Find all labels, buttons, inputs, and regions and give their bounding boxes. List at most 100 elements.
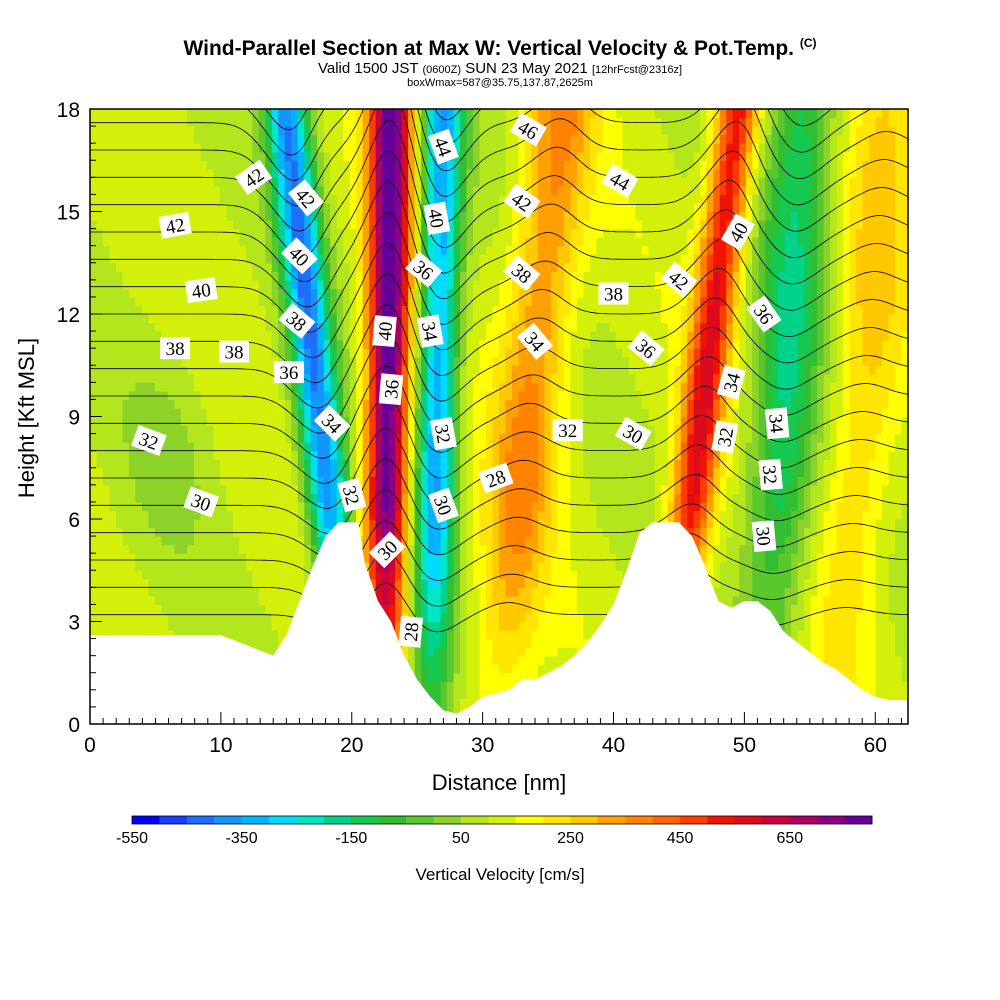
velocity-cell: [414, 185, 422, 196]
velocity-cell: [421, 578, 429, 588]
velocity-cell: [265, 484, 273, 494]
velocity-cell: [382, 425, 390, 435]
velocity-cell: [141, 185, 150, 196]
velocity-cell: [531, 544, 539, 554]
velocity-cell: [369, 245, 377, 255]
velocity-cell: [90, 484, 98, 494]
velocity-cell: [524, 228, 533, 238]
velocity-cell: [128, 126, 137, 136]
velocity-cell: [174, 570, 182, 580]
velocity-cell: [291, 228, 299, 238]
velocity-cell: [356, 288, 364, 298]
velocity-cell: [453, 519, 461, 529]
velocity-cell: [135, 177, 143, 187]
velocity-cell: [440, 271, 448, 281]
velocity-cell: [239, 621, 247, 631]
velocity-cell: [258, 493, 266, 503]
velocity-cell: [486, 331, 494, 341]
velocity-cell: [421, 510, 429, 520]
velocity-cell: [349, 348, 357, 358]
velocity-cell: [239, 484, 247, 494]
velocity-cell: [460, 194, 468, 204]
velocity-cell: [460, 689, 468, 699]
velocity-cell: [486, 407, 494, 418]
velocity-cell: [219, 134, 227, 144]
velocity-cell: [356, 510, 364, 520]
velocity-cell: [141, 365, 150, 375]
velocity-cell: [440, 450, 448, 460]
velocity-cell: [388, 288, 396, 298]
velocity-cell: [310, 143, 318, 153]
velocity-cell: [382, 416, 390, 426]
velocity-cell: [466, 365, 474, 375]
velocity-cell: [154, 373, 163, 383]
velocity-cell: [252, 305, 260, 315]
velocity-cell: [421, 220, 429, 230]
velocity-cell: [187, 604, 195, 614]
velocity-cell: [232, 459, 240, 469]
velocity-cell: [167, 536, 175, 546]
velocity-cell: [115, 220, 124, 230]
velocity-cell: [362, 390, 370, 401]
velocity-cell: [141, 143, 150, 153]
velocity-cell: [265, 442, 273, 452]
velocity-cell: [466, 647, 474, 657]
velocity-cell: [148, 109, 156, 119]
velocity-cell: [115, 527, 124, 537]
velocity-cell: [362, 296, 370, 307]
velocity-cell: [206, 160, 214, 170]
velocity-cell: [421, 664, 429, 674]
velocity-cell: [447, 356, 455, 366]
velocity-cell: [440, 288, 448, 298]
velocity-cell: [128, 288, 137, 298]
velocity-cell: [499, 612, 507, 623]
velocity-cell: [102, 399, 111, 409]
velocity-cell: [427, 356, 435, 366]
velocity-cell: [505, 638, 513, 648]
velocity-cell: [414, 587, 422, 597]
velocity-cell: [265, 493, 273, 503]
velocity-cell: [499, 578, 507, 588]
velocity-cell: [135, 220, 143, 230]
velocity-cell: [382, 202, 390, 213]
velocity-cell: [492, 501, 500, 512]
velocity-cell: [460, 595, 468, 606]
velocity-cell: [317, 262, 325, 272]
velocity-cell: [232, 570, 240, 580]
velocity-cell: [187, 271, 195, 281]
velocity-cell: [492, 510, 500, 520]
velocity-cell: [154, 194, 163, 204]
velocity-cell: [343, 109, 351, 119]
velocity-cell: [102, 220, 111, 230]
velocity-cell: [265, 254, 273, 264]
velocity-cell: [434, 407, 442, 418]
velocity-cell: [187, 331, 195, 341]
velocity-cell: [421, 604, 429, 614]
velocity-cell: [414, 433, 422, 443]
velocity-cell: [356, 117, 364, 127]
velocity-cell: [473, 407, 481, 418]
velocity-cell: [447, 621, 455, 631]
velocity-cell: [167, 416, 175, 426]
velocity-cell: [492, 365, 500, 375]
velocity-cell: [518, 484, 526, 494]
velocity-cell: [460, 390, 468, 401]
velocity-cell: [330, 493, 338, 503]
valid-prefix: Valid 1500 JST: [317, 60, 419, 77]
velocity-cell: [206, 450, 214, 460]
velocity-cell: [518, 519, 526, 529]
velocity-cell: [427, 433, 435, 443]
velocity-cell: [141, 348, 150, 358]
velocity-cell: [427, 168, 435, 178]
velocity-cell: [148, 168, 156, 178]
velocity-cell: [524, 578, 533, 588]
velocity-cell: [408, 126, 416, 136]
velocity-cell: [395, 305, 403, 315]
velocity-cell: [271, 296, 279, 307]
velocity-cell: [245, 262, 253, 272]
velocity-cell: [245, 109, 253, 119]
velocity-cell: [408, 484, 416, 494]
velocity-cell: [460, 348, 468, 358]
velocity-cell: [434, 365, 442, 375]
velocity-cell: [473, 561, 481, 571]
